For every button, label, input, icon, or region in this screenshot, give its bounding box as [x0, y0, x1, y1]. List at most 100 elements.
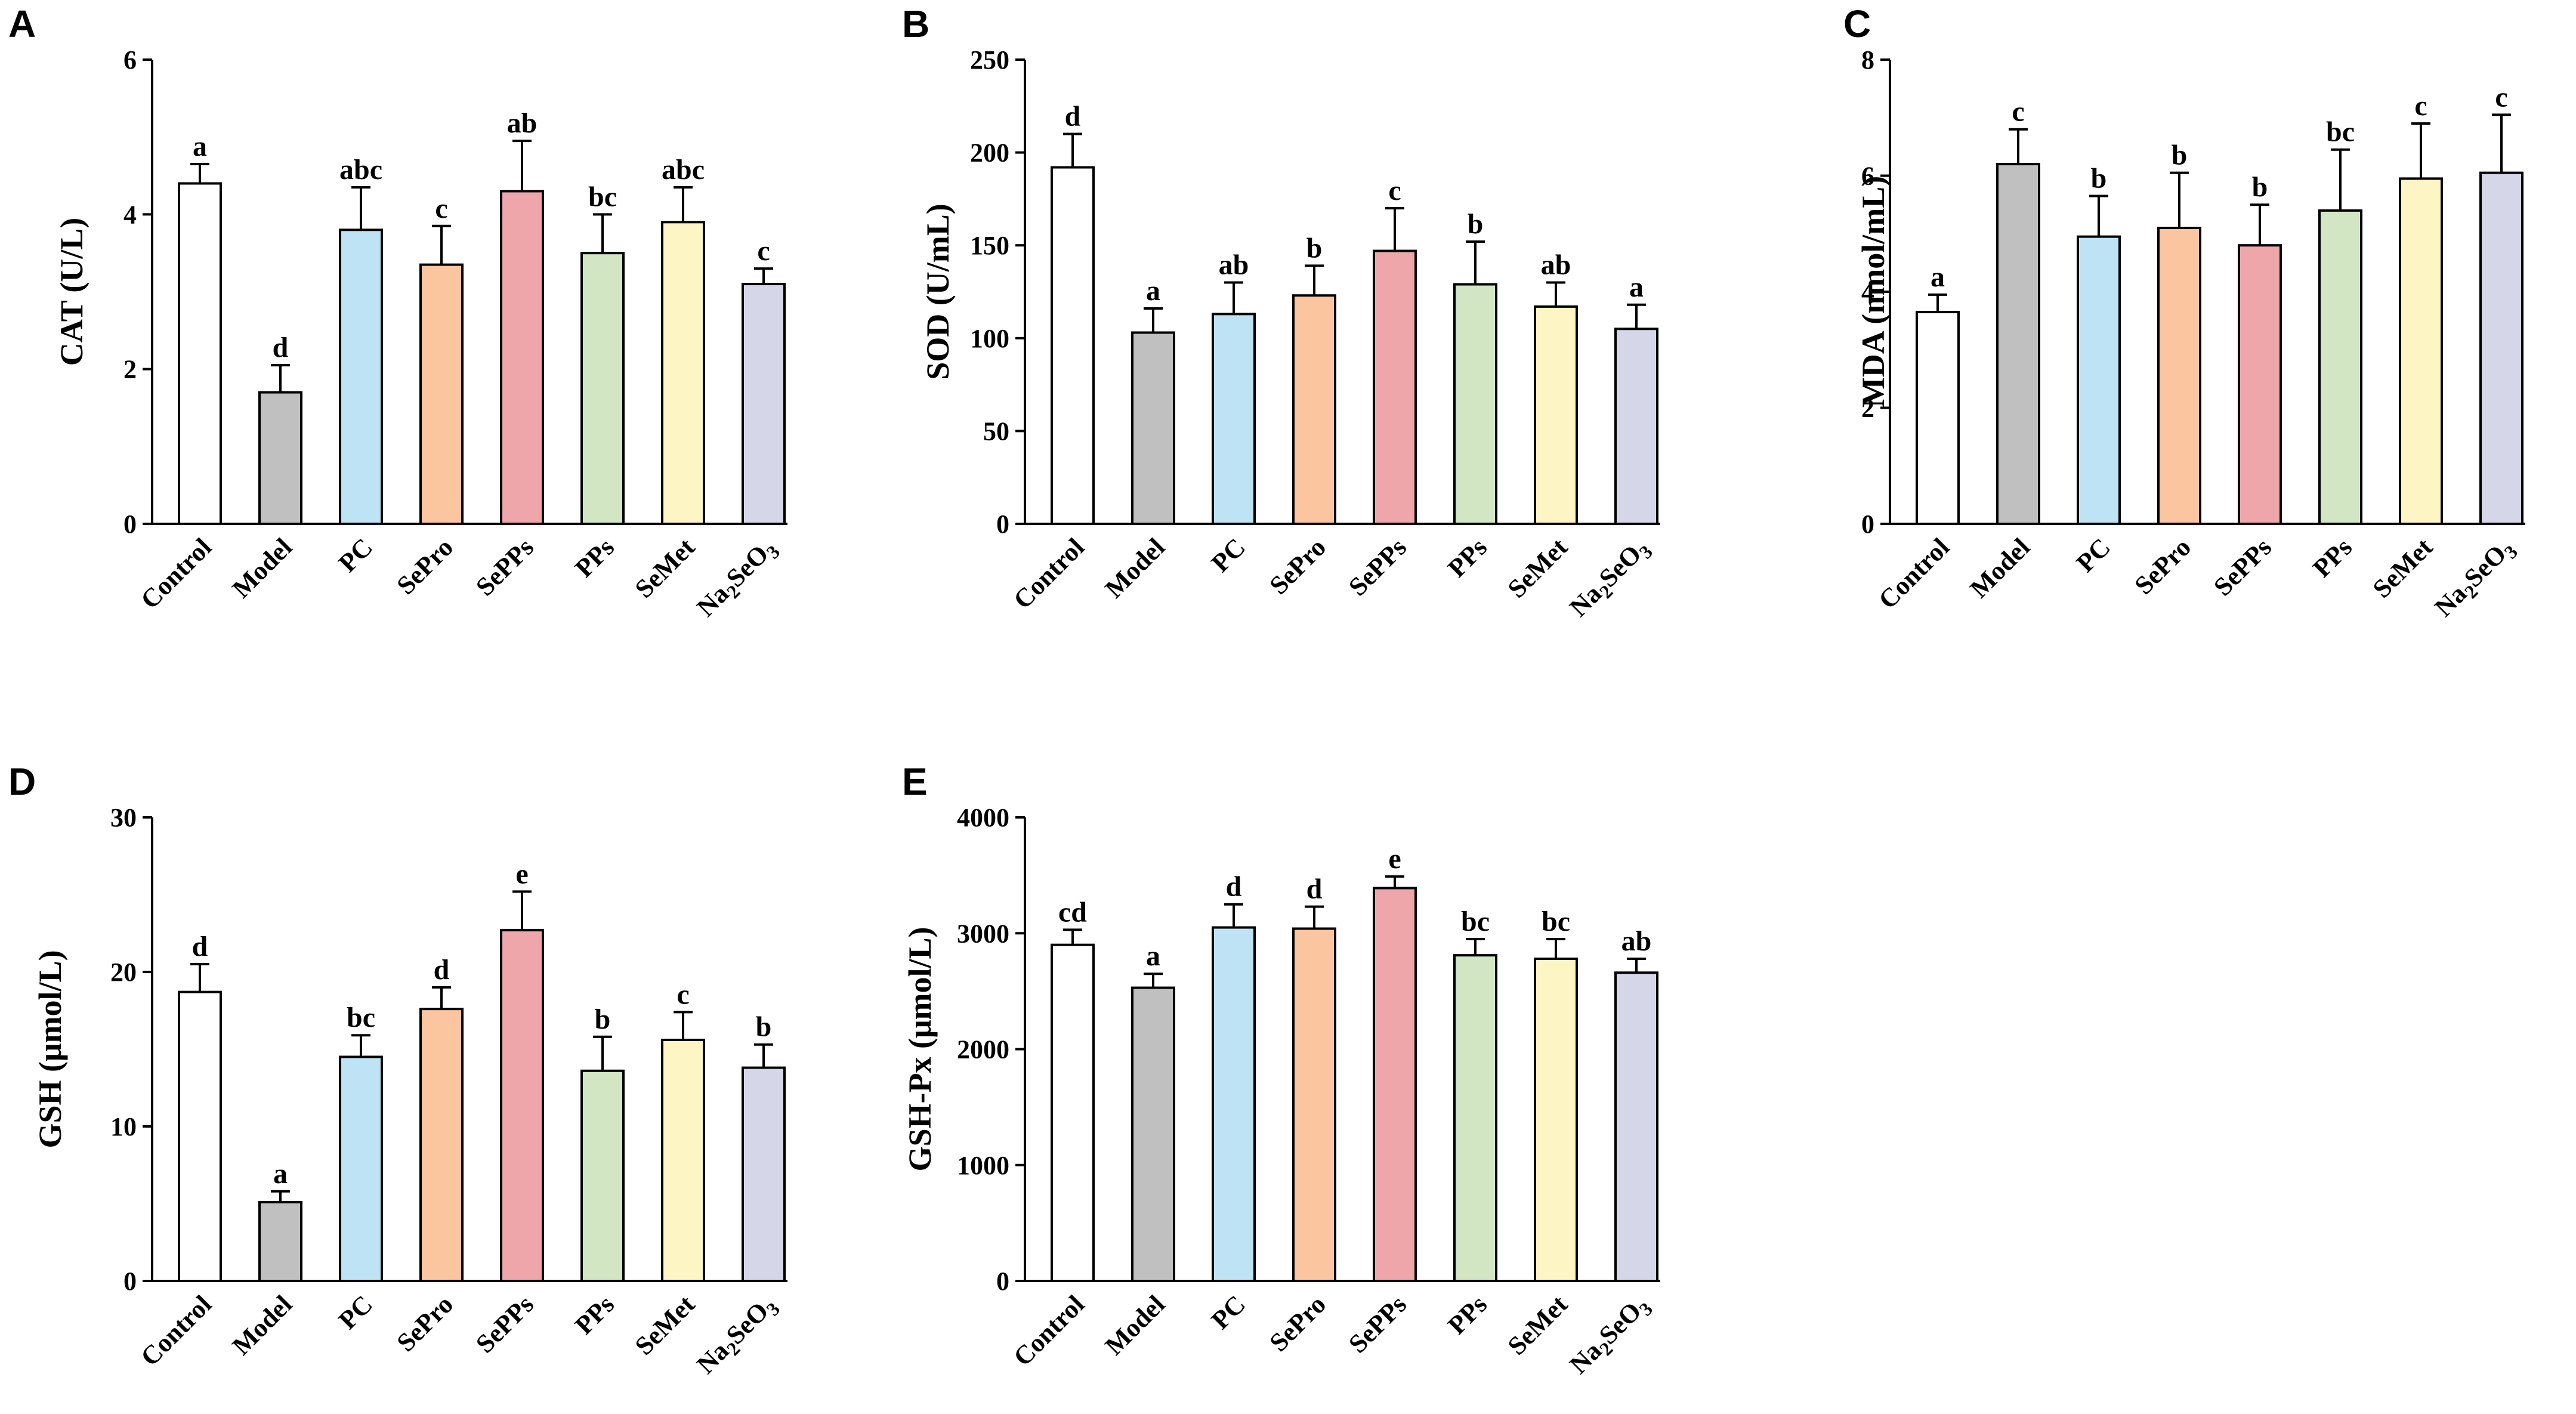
y-axis-label: CAT (U/L) — [54, 218, 89, 366]
bar-pps — [580, 252, 625, 525]
bar-model — [258, 391, 302, 525]
bar-sepps — [2238, 244, 2282, 525]
y-tick-label: 0 — [996, 510, 1009, 539]
significance-label: a — [1629, 271, 1644, 303]
significance-label: bc — [347, 1002, 375, 1033]
category-label: PC — [1206, 1289, 1251, 1335]
category-label: PPs — [2307, 532, 2358, 583]
y-tick-label: 20 — [110, 958, 137, 987]
panel-letter: B — [902, 2, 929, 45]
category-label: PPs — [1442, 532, 1493, 583]
y-tick-label: 4 — [123, 200, 137, 229]
bar-naseo — [742, 1066, 786, 1282]
category-label: SePPs — [1343, 1289, 1412, 1359]
y-tick-label: 30 — [110, 803, 137, 832]
category-label: Model — [227, 532, 298, 603]
category-label: Control — [1008, 532, 1090, 615]
y-tick-label: 3000 — [957, 919, 1009, 948]
significance-label: b — [2252, 171, 2268, 203]
y-tick-label: 2 — [123, 355, 137, 384]
significance-label: d — [192, 931, 208, 962]
category-label: PPs — [1442, 1289, 1493, 1340]
category-label: PPs — [569, 532, 620, 583]
bar-pc — [339, 229, 383, 525]
significance-label: a — [1146, 275, 1160, 307]
significance-label: d — [1065, 100, 1081, 132]
bar-semet — [661, 1038, 705, 1282]
category-label: SePPs — [1343, 532, 1412, 601]
category-label: Model — [1965, 532, 2036, 603]
category-label: Na2SeO3 — [691, 532, 784, 625]
bar-pps — [580, 1069, 625, 1282]
category-label: SePPs — [470, 1289, 539, 1359]
y-tick-label: 0 — [123, 1267, 137, 1296]
bar-semet — [1534, 305, 1578, 525]
category-label: Na2SeO3 — [691, 1289, 784, 1382]
significance-label: bc — [588, 181, 617, 212]
significance-label: b — [756, 1011, 772, 1043]
significance-label: cd — [1058, 896, 1087, 928]
significance-label: c — [677, 978, 689, 1010]
category-label: SeMet — [629, 1289, 701, 1361]
bar-pc — [1212, 926, 1256, 1282]
category-label: Na2SeO3 — [1564, 532, 1657, 625]
bar-control — [1051, 943, 1095, 1283]
y-tick-label: 6 — [1861, 162, 1874, 191]
bar-semet — [2399, 177, 2443, 525]
category-label: SePPs — [470, 532, 539, 601]
significance-label: bc — [2326, 116, 2355, 148]
bar-sepps — [500, 929, 544, 1282]
y-axis-label: GSH (μmol/L) — [32, 950, 68, 1148]
significance-label: b — [1306, 232, 1323, 264]
y-tick-label: 150 — [970, 231, 1009, 260]
significance-label: ab — [1541, 249, 1571, 280]
significance-label: b — [2172, 140, 2188, 171]
category-label: SePPs — [2208, 532, 2277, 601]
y-tick-label: 2 — [1861, 394, 1874, 423]
category-label: SeMet — [1502, 1289, 1574, 1361]
significance-label: a — [273, 1158, 288, 1190]
bar-pc — [1212, 313, 1256, 525]
bar-pc — [339, 1055, 383, 1282]
significance-label: b — [2091, 163, 2107, 194]
category-label: PC — [333, 1289, 378, 1335]
significance-label: a — [193, 131, 207, 162]
y-tick-label: 50 — [983, 416, 1009, 446]
y-tick-label: 4000 — [957, 803, 1009, 832]
y-tick-label: 6 — [123, 45, 137, 75]
bar-naseo — [742, 283, 786, 525]
panel-letter: A — [8, 2, 36, 45]
significance-label: ab — [1621, 925, 1652, 957]
category-label: Model — [227, 1289, 298, 1360]
category-label: SeMet — [2367, 532, 2439, 604]
bar-sepro — [2157, 227, 2201, 525]
bar-sepro — [419, 1008, 464, 1283]
y-axis-label: SOD (U/mL) — [920, 203, 956, 380]
category-label: PC — [1206, 532, 1251, 578]
bar-sepps — [1373, 249, 1417, 525]
significance-label: bc — [1542, 906, 1570, 937]
significance-label: e — [1388, 843, 1401, 875]
category-label: Control — [135, 532, 217, 615]
panel-letter: D — [8, 760, 36, 803]
category-label: SeMet — [1502, 532, 1574, 604]
y-tick-label: 200 — [970, 138, 1009, 168]
panel-letter: C — [1843, 2, 1871, 45]
significance-label: b — [1468, 208, 1484, 240]
significance-label: c — [2012, 96, 2024, 128]
significance-label: abc — [662, 154, 705, 186]
significance-label: d — [434, 954, 450, 986]
y-tick-label: 100 — [970, 324, 1009, 353]
y-axis-label: GSH-Px (μmol/L) — [902, 927, 938, 1171]
significance-label: b — [595, 1004, 611, 1035]
y-tick-label: 2000 — [957, 1035, 1009, 1064]
category-label: Na2SeO3 — [2429, 532, 2522, 625]
significance-label: d — [1226, 871, 1242, 903]
category-label: SePro — [391, 1289, 459, 1357]
bar-naseo — [1614, 328, 1658, 525]
category-label: Control — [135, 1289, 217, 1372]
